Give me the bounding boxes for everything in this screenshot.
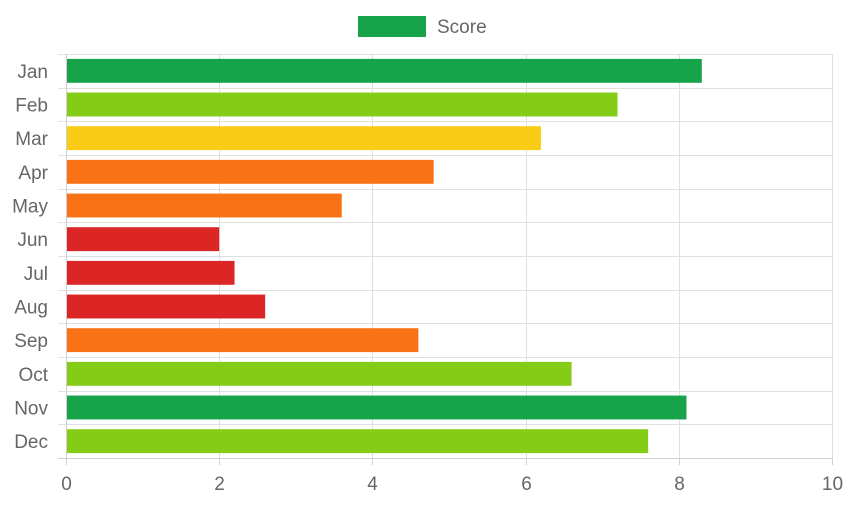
y-tick-label: Nov [14,399,48,420]
legend[interactable]: Score [358,16,487,38]
bar-oct[interactable] [66,361,572,386]
y-tick-labels: Jan Feb Mar Apr May Jun Jul Aug Sep Oct Nov Dec [12,62,49,453]
bar-dec[interactable] [66,429,649,454]
y-tick-label: Oct [18,365,48,386]
y-tick-label: Jul [24,264,48,285]
y-tick-label: Dec [14,432,48,453]
y-tick-label: Aug [14,298,48,319]
bar-jan[interactable] [66,58,702,83]
bar-sep[interactable] [66,328,419,353]
bar-mar[interactable] [66,126,541,151]
x-tick-labels: 0 2 4 6 8 10 [61,474,843,495]
x-tick-label: 2 [214,474,225,495]
legend-label: Score [437,17,487,38]
y-tick-label: May [12,197,48,218]
bar-may[interactable] [66,193,342,218]
bar-aug[interactable] [66,294,266,319]
x-tick-label: 4 [367,474,378,495]
x-tick-label: 8 [674,474,685,495]
legend-swatch [358,16,426,37]
bar-nov[interactable] [66,395,687,420]
y-tick-label: Mar [15,129,48,150]
x-tick-label: 0 [61,474,72,495]
bar-feb[interactable] [66,92,618,117]
bar-jun[interactable] [66,227,220,252]
y-tick-label: Jan [17,62,48,83]
axes [58,54,833,465]
y-tick-label: Apr [18,163,48,184]
x-tick-label: 6 [521,474,532,495]
bar-apr[interactable] [66,159,434,184]
x-tick-label: 10 [822,474,843,495]
y-tick-label: Sep [14,331,48,352]
y-tick-label: Feb [15,96,48,117]
y-tick-label: Jun [17,230,48,251]
bars [66,58,702,454]
grid-lines [58,54,833,458]
bar-jul[interactable] [66,260,235,285]
